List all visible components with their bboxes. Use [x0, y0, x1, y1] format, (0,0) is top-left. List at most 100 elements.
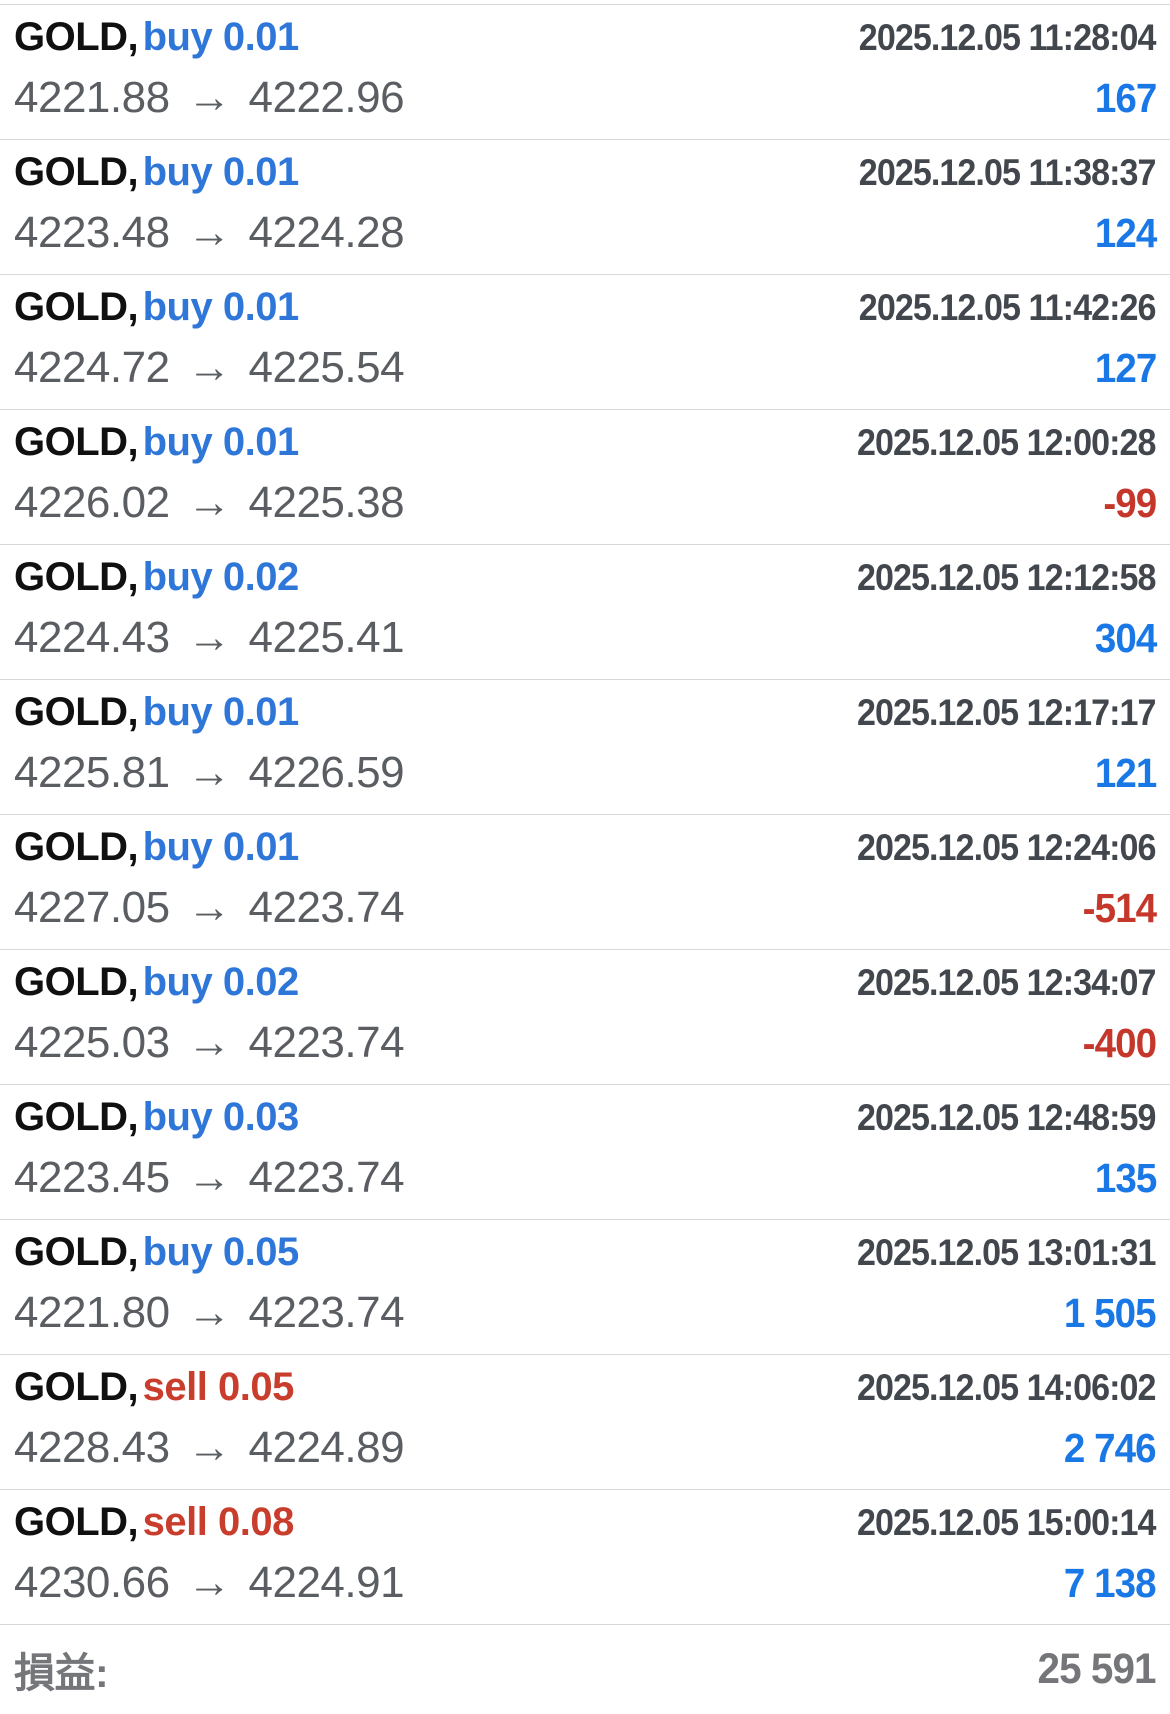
trade-prices: 4221.88 → 4222.96 [14, 73, 405, 123]
trade-title: GOLD, buy 0.01 [14, 420, 299, 465]
trade-row[interactable]: GOLD, sell 0.05 2025.12.05 14:06:02 4228… [0, 1354, 1170, 1489]
close-price: 4224.28 [248, 208, 405, 257]
open-price: 4228.43 [14, 1423, 170, 1472]
close-price: 4224.91 [248, 1558, 405, 1607]
trade-profit: -99 [1103, 480, 1157, 526]
arrow-right-icon: → [175, 613, 243, 662]
trade-side-volume: buy 0.01 [142, 15, 300, 59]
trade-close-time: 2025.12.05 12:12:58 [857, 557, 1157, 598]
trade-title: GOLD, buy 0.01 [14, 825, 299, 870]
trade-symbol: GOLD, [14, 1365, 139, 1409]
close-price: 4225.38 [248, 478, 405, 527]
open-price: 4226.02 [14, 478, 170, 527]
close-price: 4225.41 [248, 613, 405, 662]
trade-side-volume: buy 0.05 [142, 1230, 300, 1274]
trade-row[interactable]: GOLD, buy 0.01 2025.12.05 12:17:17 4225.… [0, 679, 1170, 814]
close-price: 4226.59 [248, 748, 405, 797]
open-price: 4225.81 [14, 748, 170, 797]
trade-close-time: 2025.12.05 11:38:37 [859, 152, 1157, 193]
trade-symbol: GOLD, [14, 825, 139, 869]
trade-title: GOLD, buy 0.05 [14, 1230, 299, 1275]
close-price: 4223.74 [248, 1153, 405, 1202]
trade-profit: 124 [1094, 210, 1157, 256]
open-price: 4225.03 [14, 1018, 170, 1067]
arrow-right-icon: → [175, 1423, 243, 1472]
trade-title: GOLD, buy 0.02 [14, 555, 299, 600]
trade-prices: 4224.72 → 4225.54 [14, 343, 405, 393]
open-price: 4221.80 [14, 1288, 170, 1337]
trade-prices: 4225.81 → 4226.59 [14, 748, 405, 798]
trade-symbol: GOLD, [14, 150, 139, 194]
trade-symbol: GOLD, [14, 690, 139, 734]
open-price: 4221.88 [14, 73, 170, 122]
trade-side-volume: buy 0.02 [142, 555, 300, 599]
open-price: 4223.48 [14, 208, 170, 257]
trade-prices: 4228.43 → 4224.89 [14, 1423, 405, 1473]
arrow-right-icon: → [175, 748, 243, 797]
trade-profit: 127 [1094, 345, 1157, 391]
trade-row[interactable]: GOLD, sell 0.08 2025.12.05 15:00:14 4230… [0, 1489, 1170, 1624]
trade-row[interactable]: GOLD, buy 0.02 2025.12.05 12:12:58 4224.… [0, 544, 1170, 679]
trade-row[interactable]: GOLD, buy 0.03 2025.12.05 12:48:59 4223.… [0, 1084, 1170, 1219]
trade-row[interactable]: GOLD, buy 0.01 2025.12.05 12:00:28 4226.… [0, 409, 1170, 544]
trade-side-volume: buy 0.01 [142, 285, 300, 329]
trade-title: GOLD, buy 0.01 [14, 150, 299, 195]
trade-row[interactable]: GOLD, buy 0.01 2025.12.05 11:28:04 4221.… [0, 4, 1170, 139]
trade-side-volume: buy 0.01 [142, 150, 300, 194]
trade-profit: -514 [1082, 885, 1157, 931]
trade-title: GOLD, buy 0.01 [14, 285, 299, 330]
trade-title: GOLD, sell 0.08 [14, 1500, 294, 1545]
trade-close-time: 2025.12.05 12:17:17 [857, 692, 1157, 733]
close-price: 4224.89 [248, 1423, 405, 1472]
trade-row[interactable]: GOLD, buy 0.01 2025.12.05 11:38:37 4223.… [0, 139, 1170, 274]
open-price: 4230.66 [14, 1558, 170, 1607]
close-price: 4223.74 [248, 1288, 405, 1337]
trade-title: GOLD, buy 0.01 [14, 15, 299, 60]
trade-side-volume: buy 0.01 [142, 420, 300, 464]
trade-symbol: GOLD, [14, 555, 139, 599]
trade-symbol: GOLD, [14, 1500, 139, 1544]
trade-close-time: 2025.12.05 11:42:26 [859, 287, 1157, 328]
close-price: 4222.96 [248, 73, 405, 122]
arrow-right-icon: → [175, 883, 243, 932]
profit-summary-row: 損益: 25 591 [0, 1624, 1170, 1713]
trade-side-volume: sell 0.05 [142, 1365, 295, 1409]
trade-prices: 4223.45 → 4223.74 [14, 1153, 405, 1203]
open-price: 4227.05 [14, 883, 170, 932]
arrow-right-icon: → [175, 478, 243, 527]
trade-side-volume: buy 0.01 [142, 690, 300, 734]
trade-close-time: 2025.12.05 11:28:04 [859, 17, 1157, 58]
close-price: 4223.74 [248, 1018, 405, 1067]
arrow-right-icon: → [175, 1288, 243, 1337]
trade-symbol: GOLD, [14, 1095, 139, 1139]
trade-row[interactable]: GOLD, buy 0.01 2025.12.05 12:24:06 4227.… [0, 814, 1170, 949]
trade-side-volume: buy 0.02 [142, 960, 300, 1004]
trade-side-volume: buy 0.03 [142, 1095, 300, 1139]
arrow-right-icon: → [175, 1558, 243, 1607]
trade-prices: 4226.02 → 4225.38 [14, 478, 405, 528]
trade-prices: 4227.05 → 4223.74 [14, 883, 405, 933]
arrow-right-icon: → [175, 208, 243, 257]
trade-symbol: GOLD, [14, 1230, 139, 1274]
trade-row[interactable]: GOLD, buy 0.05 2025.12.05 13:01:31 4221.… [0, 1219, 1170, 1354]
trade-row[interactable]: GOLD, buy 0.02 2025.12.05 12:34:07 4225.… [0, 949, 1170, 1084]
trade-title: GOLD, buy 0.03 [14, 1095, 299, 1140]
trade-history-list: GOLD, buy 0.01 2025.12.05 11:28:04 4221.… [0, 4, 1170, 1624]
trade-profit: 304 [1094, 615, 1157, 661]
trade-symbol: GOLD, [14, 285, 139, 329]
trade-side-volume: buy 0.01 [142, 825, 300, 869]
open-price: 4224.43 [14, 613, 170, 662]
close-price: 4225.54 [248, 343, 405, 392]
trade-side-volume: sell 0.08 [142, 1500, 295, 1544]
open-price: 4224.72 [14, 343, 170, 392]
trade-row[interactable]: GOLD, buy 0.01 2025.12.05 11:42:26 4224.… [0, 274, 1170, 409]
trade-close-time: 2025.12.05 13:01:31 [857, 1232, 1157, 1273]
trade-symbol: GOLD, [14, 960, 139, 1004]
trade-close-time: 2025.12.05 14:06:02 [857, 1367, 1157, 1408]
trade-prices: 4221.80 → 4223.74 [14, 1288, 405, 1338]
profit-summary-total: 25 591 [1038, 1644, 1157, 1693]
trade-profit: 121 [1094, 750, 1157, 796]
open-price: 4223.45 [14, 1153, 170, 1202]
trade-title: GOLD, buy 0.01 [14, 690, 299, 735]
trade-prices: 4225.03 → 4223.74 [14, 1018, 405, 1068]
